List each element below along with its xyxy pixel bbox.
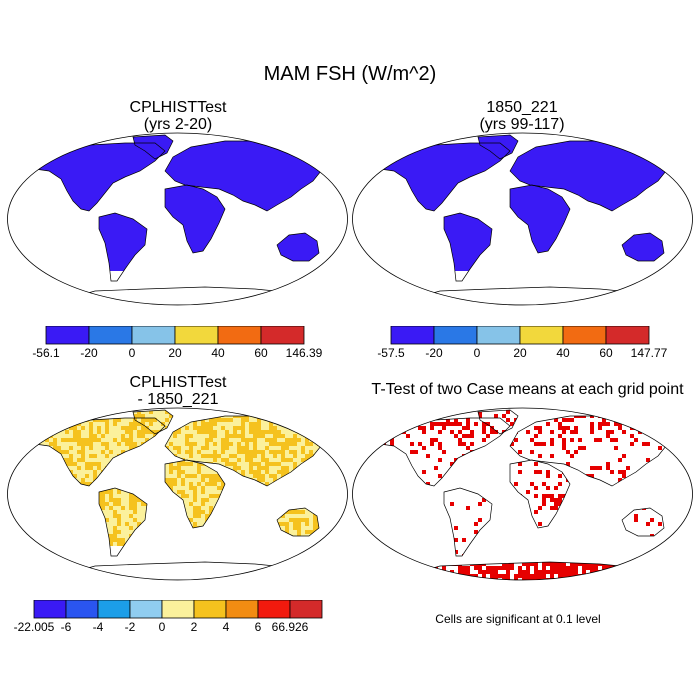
colorbar-segment [226, 600, 258, 618]
colorbar-segment [477, 326, 520, 344]
colorbar-tick-label: 20 [168, 346, 182, 360]
figure-title: MAM FSH (W/m^2) [0, 63, 700, 86]
colorbar-segment [132, 326, 175, 344]
colorbar-tick-label: 4 [223, 620, 230, 634]
colorbar-segment [194, 600, 226, 618]
panel2-colorbar: -57.5 -20 0 20 40 60 147.77 [375, 326, 675, 362]
colorbar-segment [290, 600, 322, 618]
colorbar-tick-label: 0 [159, 620, 166, 634]
colorbar-segment [606, 326, 649, 344]
ocean [350, 406, 695, 582]
colorbar-segment [434, 326, 477, 344]
panel1-title: CPLHISTTest (yrs 2-20) [88, 99, 268, 133]
colorbar-tick-label: 146.39 [286, 346, 323, 360]
colorbar-tick-label: -2 [125, 620, 136, 634]
panel3-title: CPLHISTTest - 1850_221 [88, 374, 268, 408]
colorbar-tick-label: 40 [211, 346, 225, 360]
colorbar-segment [520, 326, 563, 344]
panel4-title: T-Test of two Case means at each grid po… [355, 381, 700, 398]
colorbar-segment [563, 326, 606, 344]
colorbar-tick-label: 60 [599, 346, 613, 360]
colorbar-segment [218, 326, 261, 344]
colorbar-tick-label: 0 [129, 346, 136, 360]
colorbar-segment [162, 600, 194, 618]
colorbar-tick-label: -20 [80, 346, 98, 360]
colorbar-segment [261, 326, 304, 344]
panel4-map [350, 406, 695, 582]
colorbar-segment [391, 326, 434, 344]
colorbar-segment [130, 600, 162, 618]
colorbar-segment [89, 326, 132, 344]
panel1-map [5, 131, 350, 307]
colorbar-segment [46, 326, 89, 344]
panel2-title-line1: 1850_221 [432, 99, 612, 116]
colorbar-tick-label: 147.77 [631, 346, 668, 360]
colorbar-tick-label: 6 [255, 620, 262, 634]
colorbar-tick-label: 60 [254, 346, 268, 360]
colorbar-tick-label: -57.5 [377, 346, 405, 360]
panel1-title-line1: CPLHISTTest [88, 99, 268, 116]
panel2-title: 1850_221 (yrs 99-117) [432, 99, 612, 133]
panel1-colorbar: -56.1 -20 0 20 40 60 146.39 [30, 326, 330, 362]
colorbar-tick-label: -20 [425, 346, 443, 360]
colorbar-tick-label: 40 [556, 346, 570, 360]
colorbar-segment [66, 600, 98, 618]
panel3-colorbar: -22.005 -6 -4 -2 0 2 4 6 66.926 [10, 600, 350, 636]
colorbar-tick-label: 66.926 [272, 620, 309, 634]
colorbar-segment [34, 600, 66, 618]
colorbar-tick-label: 20 [513, 346, 527, 360]
colorbar-tick-label: -6 [61, 620, 72, 634]
colorbar-tick-label: 0 [474, 346, 481, 360]
colorbar-tick-label: -4 [93, 620, 104, 634]
colorbar-segment [175, 326, 218, 344]
colorbar-segment [98, 600, 130, 618]
colorbar-tick-label: -22.005 [14, 620, 55, 634]
significance-note: Cells are significant at 0.1 level [368, 612, 668, 626]
colorbar-tick-label: -56.1 [32, 346, 60, 360]
panel3-map [5, 406, 350, 582]
colorbar-segment [258, 600, 290, 618]
colorbar-tick-label: 2 [191, 620, 198, 634]
panel2-map [350, 131, 695, 307]
panel3-title-line1: CPLHISTTest [88, 374, 268, 391]
